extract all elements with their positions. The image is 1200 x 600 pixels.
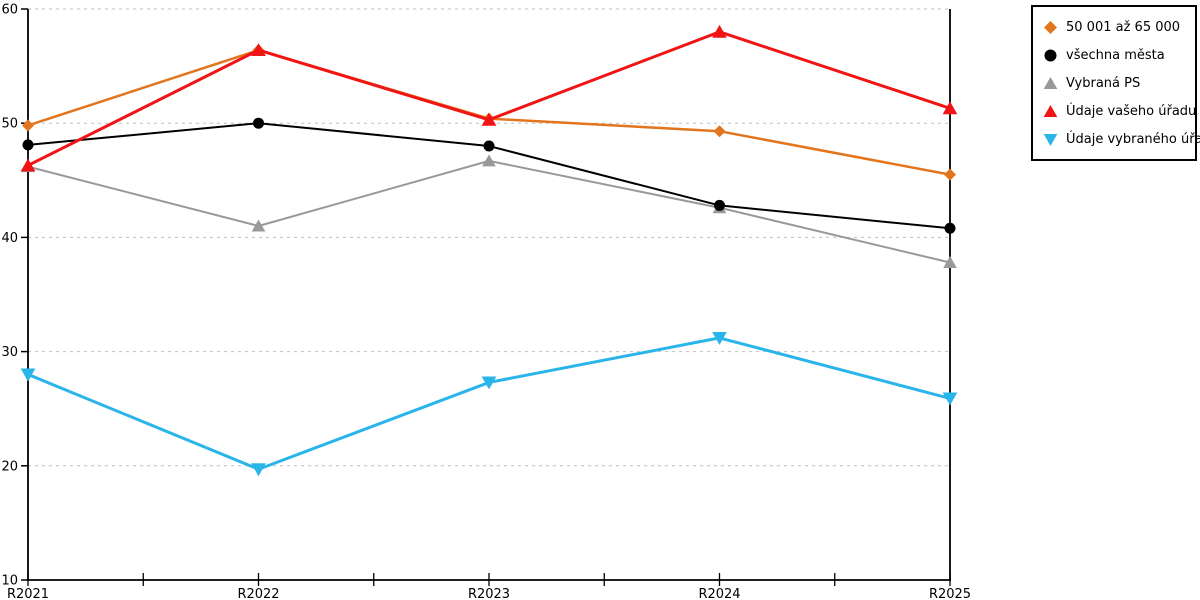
data-point-marker [944,168,956,181]
data-point-marker [251,463,266,477]
triangle-down-glyph [1043,133,1058,146]
data-point-marker [942,392,958,406]
data-point-marker [942,101,958,115]
legend-label: Vybraná PS [1066,75,1141,91]
y-tick-label: 20 [1,459,18,474]
data-point-marker [482,154,496,167]
data-point-marker [253,117,264,129]
data-point-marker [483,140,495,152]
data-point-marker [943,256,957,269]
x-tick-label: R2022 [237,587,279,600]
data-point-marker [712,24,727,38]
legend-item: 50 001 až 65 000 [1043,13,1187,41]
legend-item: všechna města [1043,41,1187,69]
legend-item: Údaje vašeho úřadu [1043,97,1196,125]
triangle-down-legend-icon [1043,133,1058,146]
legend-item: Vybraná PS [1043,69,1187,97]
triangle-up-legend-icon [1043,104,1058,117]
data-point-marker [714,199,725,211]
legend-label: Údaje vybraného úřadu [1066,131,1200,147]
data-point-marker [712,331,727,345]
data-point-marker [22,119,34,132]
series-line-2 [27,159,951,264]
data-point-marker [713,125,726,138]
y-tick-label: 10 [1,574,18,589]
circle-legend-icon [1044,49,1057,61]
diamond-glyph [1044,20,1057,34]
triangle-up-glyph [1043,104,1058,117]
diamond-legend-icon [1044,20,1057,34]
data-point-marker [481,112,497,126]
legend-label: Údaje vašeho úřadu [1066,103,1197,119]
y-tick-label: 50 [1,117,18,132]
legend-item: Údaje vybraného úřadu [1043,125,1200,153]
data-point-marker [22,139,34,151]
y-tick-label: 60 [1,3,18,18]
x-tick-label: R2024 [698,587,740,600]
data-point-marker [20,158,36,172]
series-line-1 [27,122,951,230]
y-tick-label: 30 [1,345,18,360]
legend-label: 50 001 až 65 000 [1066,19,1181,35]
data-point-marker [944,222,956,234]
data-point-marker [251,219,266,232]
data-point-marker [20,368,36,382]
circle-glyph [1044,49,1057,61]
x-tick-label: R2023 [468,587,510,600]
series-line-4 [26,336,952,471]
x-tick-label: R2021 [7,587,49,600]
y-tick-label: 40 [1,231,18,246]
x-tick-label: R2025 [929,587,971,600]
data-point-marker [481,376,497,390]
legend: 50 001 až 65 000 všechna města Vybraná PS Ú… [1031,5,1200,161]
triangle-up-legend-icon [1043,76,1058,89]
data-point-marker [251,43,266,57]
triangle-up-glyph [1043,76,1058,89]
legend-label: všechna města [1066,47,1165,63]
